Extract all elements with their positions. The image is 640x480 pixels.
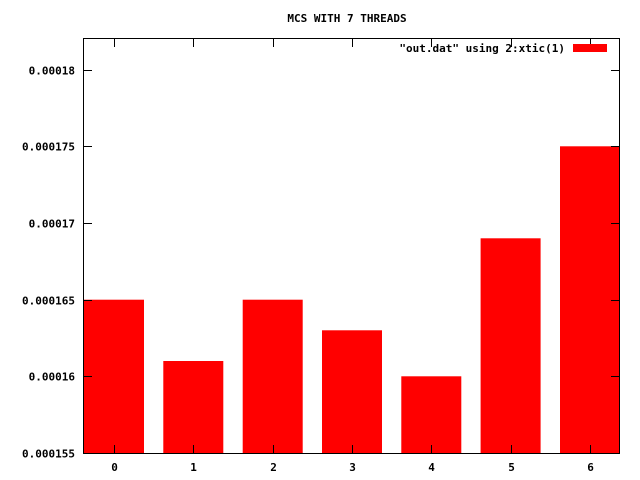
x-tick-label: 6 [587,461,594,474]
legend-swatch [573,44,607,52]
bar-3 [322,330,382,453]
x-tick-label: 4 [428,461,435,474]
y-tick-label: 0.000155 [22,448,75,461]
y-tick-label: 0.000175 [22,141,75,154]
chart-title: MCS WITH 7 THREADS [287,12,406,25]
bar-4 [401,376,462,453]
bar-1 [163,361,224,453]
bars-group [84,146,620,454]
bar-2 [242,299,303,453]
y-tick-label: 0.00016 [29,371,76,384]
x-tick-label: 2 [270,461,277,474]
x-tick-label: 1 [190,461,197,474]
x-axis: 0 1 2 3 4 5 6 [111,39,594,474]
bar-0 [84,299,144,453]
x-tick-label: 5 [508,461,515,474]
y-axis: 0.000155 0.00016 0.000165 0.00017 0.000175 0.… [22,65,619,461]
bar-5 [480,238,541,453]
plot-frame [83,38,620,454]
legend: "out.dat" using 2:xtic(1) [399,42,607,55]
legend-label: "out.dat" using 2:xtic(1) [399,42,565,55]
y-tick-label: 0.000165 [22,295,75,308]
bar-6 [560,146,620,454]
y-tick-label: 0.00018 [29,65,75,78]
x-tick-label: 3 [349,461,356,474]
y-tick-label: 0.00017 [29,218,75,231]
x-tick-label: 0 [111,461,118,474]
